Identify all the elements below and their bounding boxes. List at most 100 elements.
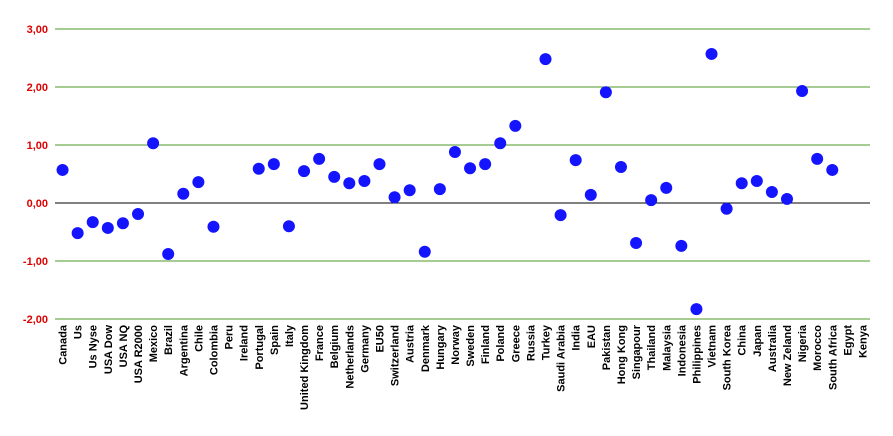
x-tick-label: Switzerland — [390, 325, 402, 386]
x-tick-label: Morocco — [812, 325, 824, 371]
point — [313, 152, 326, 165]
x-tick-label: Nigeria — [797, 324, 809, 362]
x-tick-label: Vietnam — [707, 325, 719, 368]
x-tick-label: Philippines — [691, 325, 703, 384]
x-tick-label: Thailand — [646, 325, 658, 370]
point — [660, 181, 673, 194]
point — [418, 245, 431, 258]
point — [826, 163, 839, 176]
x-tick-label: Greece — [510, 325, 522, 362]
point — [116, 217, 129, 230]
point — [599, 86, 612, 99]
point — [192, 176, 205, 189]
point — [675, 239, 688, 252]
x-tick-label: USA Dow — [103, 325, 115, 375]
x-tick-label: India — [571, 324, 583, 351]
y-tick-label: 2,00 — [27, 82, 48, 94]
x-tick-label: Japan — [752, 325, 764, 357]
x-tick-label: Germany — [359, 324, 371, 373]
x-tick-label: Canada — [58, 324, 70, 365]
x-tick-label: Spain — [269, 325, 281, 355]
point — [328, 170, 341, 183]
x-tick-label: Finland — [480, 325, 492, 364]
point — [584, 188, 597, 201]
point — [373, 158, 386, 171]
x-tick-label: Russia — [525, 324, 537, 361]
point — [479, 158, 492, 171]
point — [645, 194, 658, 207]
x-tick-label: Mexico — [148, 325, 160, 363]
x-tick-label: France — [314, 325, 326, 361]
x-tick-label: Italy — [284, 324, 296, 347]
x-tick-label: Colombia — [208, 324, 220, 375]
x-tick-label: Saudi Arabia — [556, 324, 568, 392]
x-tick-label: South Korea — [722, 324, 734, 390]
x-tick-label: USA NQ — [118, 325, 130, 368]
x-tick-label: United Kingdom — [299, 325, 311, 410]
point — [539, 53, 552, 66]
point — [494, 137, 507, 150]
x-tick-label: China — [737, 324, 749, 355]
point — [71, 227, 84, 240]
point — [811, 152, 824, 165]
point — [705, 47, 718, 60]
x-tick-label: Pakistan — [601, 325, 613, 371]
x-tick-label: South Africa — [827, 324, 839, 390]
point — [298, 165, 311, 178]
point — [343, 177, 356, 190]
x-tick-label: Indonesia — [676, 324, 688, 376]
x-tick-label: Norway — [450, 324, 462, 365]
point — [86, 216, 99, 229]
point — [282, 220, 295, 233]
point — [267, 158, 280, 171]
y-tick-label: 3,00 — [27, 24, 48, 36]
x-tick-label: Peru — [224, 325, 236, 349]
x-tick-label: EAU — [586, 325, 598, 348]
point — [56, 163, 69, 176]
x-tick-label: EU50 — [374, 325, 386, 353]
x-tick-label: Netherlands — [344, 325, 356, 389]
x-tick-label: Us — [73, 325, 85, 339]
point — [630, 237, 643, 250]
x-tick-label: Sweden — [465, 325, 477, 367]
point — [132, 208, 145, 221]
point — [177, 187, 190, 200]
x-tick-label: Turkey — [541, 324, 553, 360]
x-tick-label: Chile — [193, 325, 205, 352]
point — [207, 220, 220, 233]
x-tick-label: Singapour — [631, 324, 643, 379]
point — [433, 183, 446, 196]
x-tick-label: Argentina — [178, 324, 190, 376]
x-tick-label: Australia — [767, 324, 779, 372]
x-tick-label: Denmark — [420, 324, 432, 372]
point — [388, 191, 401, 204]
point — [147, 137, 160, 150]
x-tick-label: Malaysia — [661, 324, 673, 371]
point — [780, 192, 793, 205]
point — [569, 154, 582, 167]
point — [765, 185, 778, 198]
point — [554, 209, 567, 222]
point — [448, 145, 461, 158]
point — [162, 248, 175, 261]
point — [735, 177, 748, 190]
point — [358, 174, 371, 187]
x-tick-label: Austria — [405, 324, 417, 363]
point — [614, 161, 627, 174]
x-tick-label: Portugal — [254, 325, 266, 370]
y-tick-label: 1,00 — [27, 140, 48, 152]
point — [750, 174, 763, 187]
y-tick-label: -2,00 — [23, 314, 48, 326]
point — [464, 162, 477, 175]
point — [403, 184, 416, 197]
y-tick-label: -1,00 — [23, 256, 48, 268]
point — [690, 303, 703, 316]
x-tick-label: New Zeland — [782, 325, 794, 386]
x-tick-label: Belgium — [329, 325, 341, 369]
x-tick-label: Hungary — [435, 324, 447, 370]
x-tick-label: Us Nyse — [88, 325, 100, 368]
x-tick-label: USA R2000 — [133, 325, 145, 383]
x-tick-label: Egypt — [842, 325, 854, 356]
x-tick-label: Ireland — [239, 325, 251, 361]
